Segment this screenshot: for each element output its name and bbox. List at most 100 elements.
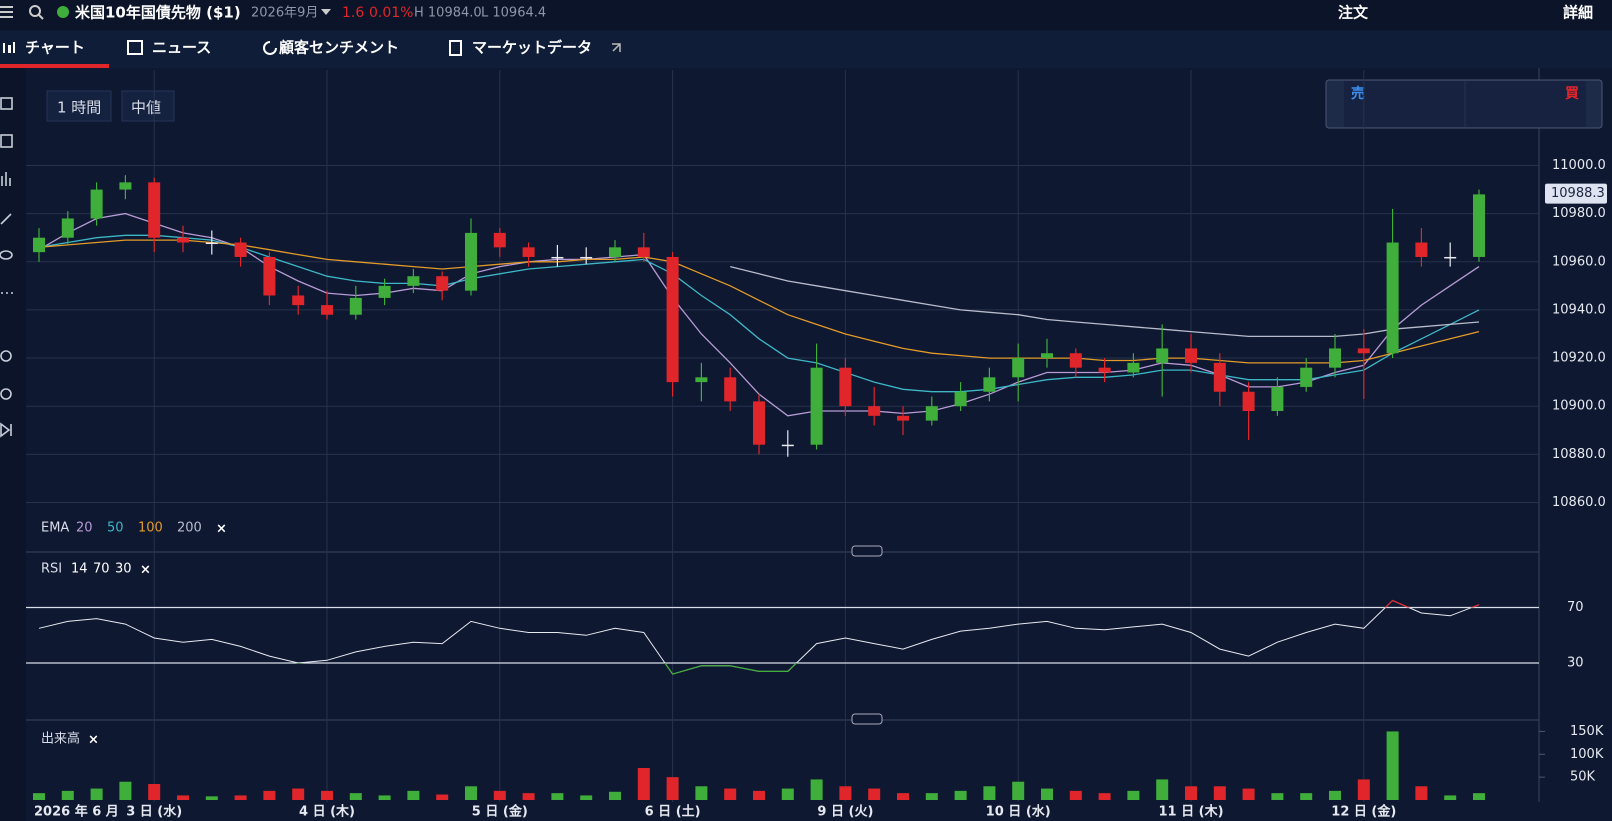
volume-bar bbox=[839, 786, 852, 800]
tab-sentiment[interactable]: 顧客センチメント bbox=[279, 39, 399, 57]
interval-button[interactable] bbox=[46, 90, 112, 122]
volume-bar bbox=[292, 788, 305, 800]
candle-body bbox=[1213, 362, 1226, 392]
volume-bar bbox=[637, 768, 650, 800]
candle-body bbox=[493, 232, 506, 248]
candle-body bbox=[897, 415, 909, 421]
volume-bar bbox=[1012, 781, 1025, 800]
y-tick-label: 10960.0 bbox=[1552, 254, 1606, 269]
volume-bar bbox=[1041, 788, 1053, 800]
candle-body bbox=[1444, 256, 1457, 259]
x-tick-label: 2026 年 6 月 bbox=[34, 804, 119, 820]
volume-bar bbox=[148, 784, 161, 800]
volume-tick-label: 100K bbox=[1570, 747, 1604, 762]
candle-body bbox=[263, 256, 276, 296]
price-type-button[interactable] bbox=[121, 90, 175, 122]
volume-bar bbox=[609, 791, 621, 800]
panel-resize-handle[interactable] bbox=[851, 713, 883, 725]
sentiment-tab-icon bbox=[263, 41, 277, 55]
rsi-tick-label: 70 bbox=[1567, 600, 1584, 615]
tab-chart[interactable]: チャート bbox=[25, 39, 85, 57]
candle-body bbox=[1300, 367, 1313, 387]
candle-body bbox=[868, 406, 881, 416]
rsi-tick-label: 30 bbox=[1567, 656, 1584, 671]
x-tick-label: 11 日 (木) bbox=[1158, 804, 1223, 820]
contract-month[interactable]: 2026年9月 bbox=[251, 6, 318, 21]
volume-bar bbox=[724, 788, 737, 800]
volume-bar bbox=[810, 779, 823, 800]
candle-body bbox=[839, 367, 852, 407]
x-tick-label: 9 日 (火) bbox=[817, 805, 873, 820]
volume-bar bbox=[1069, 790, 1082, 800]
volume-bar bbox=[263, 790, 276, 800]
tab-bar bbox=[0, 31, 1612, 68]
candle-body bbox=[33, 237, 45, 253]
y-tick-label: 10940.0 bbox=[1552, 302, 1606, 317]
candle-body bbox=[522, 247, 535, 257]
x-tick-label: 12 日 (金) bbox=[1331, 804, 1396, 820]
active-tab-indicator bbox=[0, 64, 109, 68]
volume-bar bbox=[753, 790, 765, 800]
candle-body bbox=[1098, 367, 1111, 373]
ema-legend-item: 20 bbox=[76, 521, 93, 536]
ema-legend-item: 100 bbox=[138, 521, 163, 536]
candle-body bbox=[954, 391, 967, 407]
last-price-tag bbox=[1545, 183, 1607, 204]
candle-body bbox=[465, 232, 477, 291]
ema-legend-title: EMA bbox=[41, 521, 69, 536]
remove-indicator: × bbox=[88, 733, 99, 748]
candle-body bbox=[1357, 348, 1370, 354]
tool-sidebar bbox=[0, 68, 26, 821]
header-bar bbox=[0, 0, 1612, 30]
candle-body bbox=[1069, 353, 1082, 368]
rsi-legend-param: 70 bbox=[93, 562, 110, 577]
buy-button[interactable] bbox=[1466, 81, 1586, 127]
menu-icon[interactable] bbox=[0, 6, 13, 18]
candle-body bbox=[1185, 348, 1197, 363]
volume-bar bbox=[378, 795, 391, 800]
tab-news[interactable]: ニュース bbox=[152, 39, 211, 57]
price-change-pct: 0.01% bbox=[369, 5, 413, 21]
candle-body bbox=[580, 256, 593, 259]
ema-legend-item: 200 bbox=[177, 521, 202, 536]
candle-body bbox=[810, 367, 823, 445]
tab-market-data[interactable]: マーケットデータ bbox=[472, 39, 592, 57]
interval-label: 1 時間 bbox=[57, 99, 101, 117]
volume-bar bbox=[1098, 793, 1111, 800]
remove-indicator: × bbox=[216, 522, 227, 537]
drawing-tools[interactable] bbox=[0, 97, 13, 438]
candle-body bbox=[1386, 242, 1399, 354]
order-button[interactable]: 注文 bbox=[1338, 4, 1369, 22]
y-tick-label: 10880.0 bbox=[1552, 447, 1606, 462]
volume-bar bbox=[349, 793, 362, 800]
search-icon[interactable] bbox=[29, 5, 44, 20]
dropdown-arrow[interactable] bbox=[321, 9, 331, 15]
sell-label: 売 bbox=[1351, 85, 1365, 102]
volume-bar bbox=[1127, 790, 1140, 800]
candle-body bbox=[321, 305, 333, 315]
candle-body bbox=[436, 276, 449, 291]
candle-body bbox=[349, 297, 362, 315]
x-tick-label: 5 日 (金) bbox=[472, 804, 528, 820]
external-link-icon bbox=[612, 43, 621, 52]
detail-button[interactable]: 詳細 bbox=[1563, 4, 1593, 22]
volume-bar bbox=[925, 793, 938, 800]
volume-bar bbox=[868, 788, 881, 800]
volume-bar bbox=[1329, 790, 1341, 800]
market-tab-icon bbox=[449, 40, 462, 56]
panel-resize-handle[interactable] bbox=[851, 545, 883, 557]
volume-bar bbox=[493, 790, 506, 800]
chart-tab-icon bbox=[3, 42, 15, 53]
volume-bar bbox=[1386, 731, 1399, 800]
candle-body bbox=[1473, 194, 1485, 257]
news-tab-icon bbox=[127, 40, 143, 55]
candle-body bbox=[407, 276, 420, 286]
volume-bar bbox=[897, 793, 909, 800]
volume-bar bbox=[1156, 779, 1169, 800]
volume-bar bbox=[1185, 786, 1197, 800]
candle-body bbox=[1012, 358, 1025, 378]
volume-bar bbox=[695, 786, 708, 800]
x-tick-label: 10 日 (水) bbox=[986, 804, 1051, 820]
candle-body bbox=[551, 256, 564, 259]
